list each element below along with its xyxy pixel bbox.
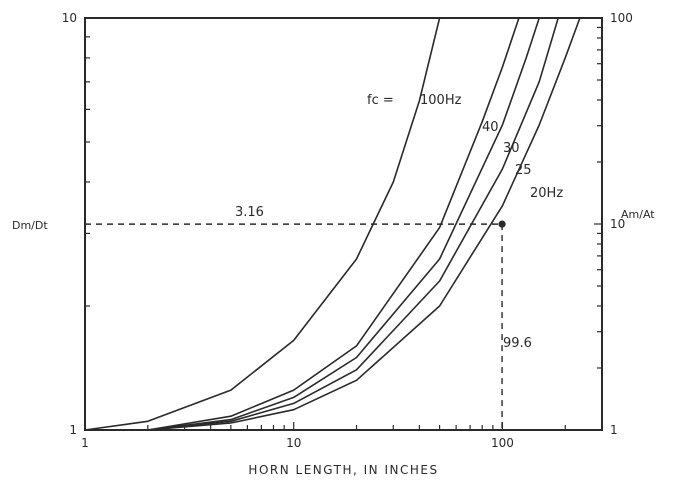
x-tick-label: 1 bbox=[81, 436, 89, 450]
marker-point bbox=[498, 220, 506, 228]
series-label: 40 bbox=[482, 120, 499, 135]
y-right-tick-label: 10 bbox=[610, 217, 625, 231]
y-left-axis-title: Dm/Dt bbox=[12, 219, 48, 232]
series-line bbox=[147, 17, 540, 431]
x-tick-label: 100 bbox=[491, 436, 514, 450]
series-label: 20Hz bbox=[530, 186, 563, 201]
x-tick-label: 10 bbox=[286, 436, 301, 450]
y-left-tick-label: 10 bbox=[62, 11, 77, 25]
y-left-tick-label: 1 bbox=[69, 423, 77, 437]
series-line bbox=[84, 17, 441, 431]
annotation-label: 99.6 bbox=[503, 336, 532, 351]
series-line bbox=[147, 17, 581, 431]
series-label: 100Hz bbox=[420, 93, 462, 108]
series-line bbox=[147, 17, 559, 431]
series-label: 25 bbox=[515, 163, 532, 178]
y-right-tick-label: 1 bbox=[610, 423, 618, 437]
series-label: 30 bbox=[503, 141, 520, 156]
y-right-axis-title: Am/At bbox=[621, 208, 655, 221]
annotation-label: 3.16 bbox=[235, 205, 264, 220]
series-line bbox=[147, 17, 520, 431]
x-axis-title: HORN LENGTH, IN INCHES bbox=[248, 463, 438, 477]
legend-prefix: fc = bbox=[367, 93, 394, 108]
y-right-tick-label: 100 bbox=[610, 11, 633, 25]
